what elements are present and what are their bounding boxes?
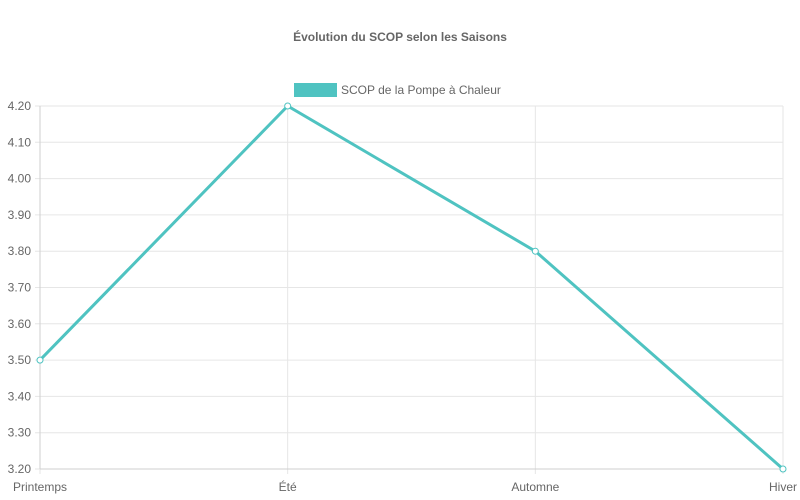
legend-swatch <box>294 83 337 97</box>
grid <box>35 105 784 474</box>
y-tick-label: 4.20 <box>8 99 32 113</box>
y-tick-label: 3.90 <box>8 208 32 222</box>
data-point[interactable] <box>779 465 787 473</box>
series-group <box>36 102 787 473</box>
data-point[interactable] <box>284 102 292 110</box>
chart-title: Évolution du SCOP selon les Saisons <box>293 29 507 44</box>
x-tick-label: Automne <box>511 480 559 494</box>
y-tick-label: 3.40 <box>8 389 32 403</box>
y-tick-label: 3.60 <box>8 317 32 331</box>
y-axis-ticks: 4.20 4.10 4.00 3.90 3.80 3.70 3.60 3.50 3.40 3.30… <box>8 99 32 476</box>
y-tick-label: 3.20 <box>8 462 32 476</box>
y-tick-label: 4.00 <box>8 172 32 186</box>
x-tick-label: Été <box>279 479 297 494</box>
data-point[interactable] <box>36 356 44 364</box>
y-tick-label: 3.30 <box>8 426 32 440</box>
data-point[interactable] <box>531 247 539 255</box>
x-tick-label: Hiver <box>769 480 797 494</box>
legend[interactable]: SCOP de la Pompe à Chaleur <box>294 83 501 97</box>
y-tick-label: 3.70 <box>8 281 32 295</box>
y-tick-label: 3.50 <box>8 353 32 367</box>
y-tick-label: 3.80 <box>8 244 32 258</box>
legend-label: SCOP de la Pompe à Chaleur <box>341 83 501 97</box>
series-line <box>38 104 784 471</box>
x-tick-label: Printemps <box>13 480 67 494</box>
y-tick-label: 4.10 <box>8 135 32 149</box>
x-axis-ticks: Printemps Été Automne Hiver <box>13 479 797 494</box>
